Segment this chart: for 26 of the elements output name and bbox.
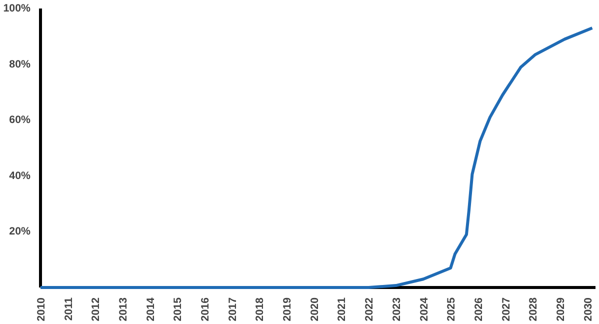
- x-tick-label: 2030: [582, 297, 594, 322]
- x-tick-label: 2020: [308, 297, 321, 322]
- x-tick-label: 2022: [364, 297, 376, 322]
- x-tick-label: 2016: [200, 297, 212, 322]
- y-tick-label: 60%: [9, 114, 32, 126]
- x-tick-label: 2015: [172, 297, 184, 322]
- x-tick-label: 2021: [336, 297, 348, 322]
- x-tick-label: 2024: [418, 297, 430, 322]
- x-tick-label: 2028: [528, 297, 540, 322]
- x-tick-label: 2029: [554, 297, 567, 322]
- x-tick-label: 2010: [36, 297, 48, 322]
- y-tick-label: 40%: [9, 170, 32, 182]
- x-tick-label: 2025: [446, 297, 458, 322]
- y-tick-label: 100%: [3, 2, 32, 14]
- x-tick-label: 2027: [500, 297, 512, 322]
- x-tick-label: 2013: [118, 297, 130, 322]
- x-tick-label: 2012: [90, 297, 102, 322]
- x-tick-label: 2023: [390, 297, 403, 322]
- x-tick-label: 2014: [144, 297, 157, 322]
- x-tick-label: 2018: [254, 297, 266, 322]
- y-tick-label: 80%: [9, 58, 32, 70]
- x-tick-label: 2017: [226, 297, 239, 322]
- y-tick-label: 20%: [9, 226, 32, 238]
- x-tick-label: 2011: [62, 297, 75, 321]
- x-tick-label: 2026: [472, 297, 485, 322]
- x-tick-label: 2019: [282, 297, 294, 322]
